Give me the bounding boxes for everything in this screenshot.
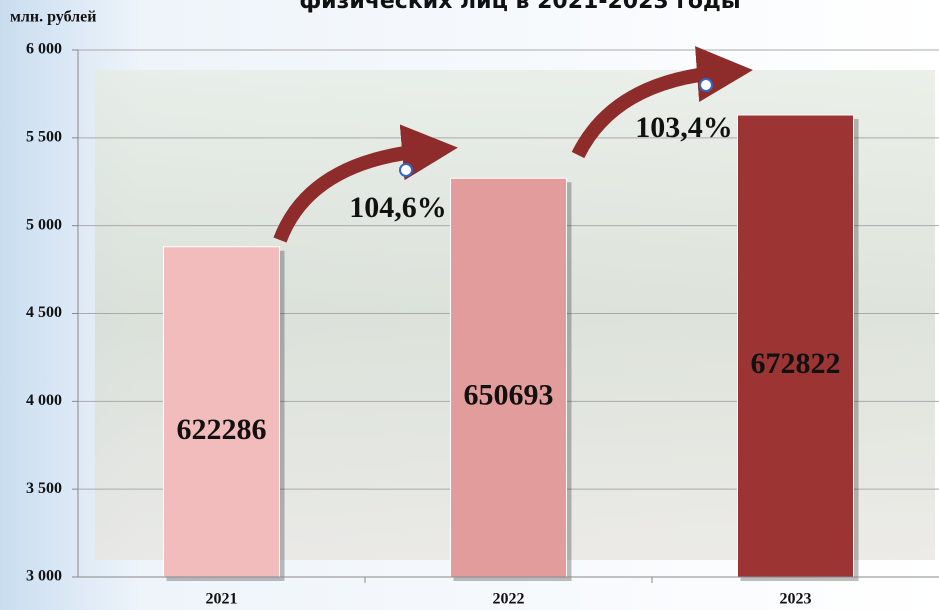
bar-label: 622286: [177, 413, 267, 446]
y-tick-label: 5 500: [26, 129, 62, 146]
growth-label: 103,4%: [635, 111, 733, 144]
y-tick-label: 4 500: [26, 304, 62, 321]
y-tick-label: 3 500: [26, 480, 62, 497]
bar-label: 650693: [464, 379, 554, 412]
x-tick-label: 2022: [493, 591, 525, 608]
chart: физических лиц в 2021-2023 годы млн. руб…: [0, 0, 939, 610]
y-tick-label: 4 000: [26, 392, 62, 409]
y-tick-label: 3 000: [26, 568, 62, 585]
bar-label: 672822: [751, 347, 841, 380]
y-axis-label: млн. рублей: [10, 9, 96, 26]
y-tick-label: 6 000: [26, 41, 62, 58]
x-tick-label: 2023: [780, 591, 812, 608]
y-tick-label: 5 000: [26, 216, 62, 233]
chart-title: физических лиц в 2021-2023 годы: [299, 0, 740, 14]
decor-dot: [700, 79, 712, 91]
growth-label: 104,6%: [349, 191, 447, 224]
x-tick-label: 2021: [206, 591, 238, 608]
decor-dot: [400, 164, 412, 176]
